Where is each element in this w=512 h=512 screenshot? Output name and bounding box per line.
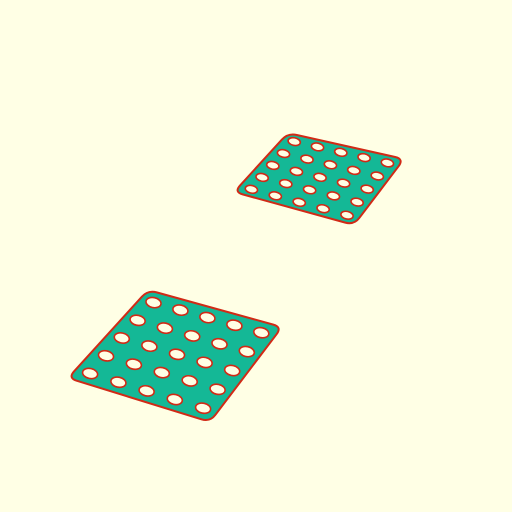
plate-hole <box>370 171 385 181</box>
plate-hole <box>110 376 127 389</box>
plate-hole <box>199 311 216 324</box>
plate-hole <box>276 148 291 159</box>
plate-hole <box>81 367 99 380</box>
plate-lower-left[interactable] <box>70 290 280 422</box>
plate-hole <box>360 184 375 194</box>
plate-hole <box>145 296 162 309</box>
plate-hole <box>336 178 351 188</box>
plate-hole <box>168 348 186 361</box>
plate-hole <box>268 191 283 201</box>
plate-hole <box>323 160 338 170</box>
plate-hole <box>300 154 314 164</box>
plate-hole <box>333 147 348 158</box>
plate-hole <box>316 203 331 214</box>
plate-hole <box>129 314 146 327</box>
plate-hole <box>156 322 174 335</box>
plate-hole <box>289 166 304 177</box>
plate-hole <box>310 142 325 152</box>
plate-hole <box>350 197 365 207</box>
plate-hole <box>357 152 372 163</box>
plate-hole <box>172 304 189 317</box>
plate-hole <box>181 374 199 387</box>
plate-hole <box>292 197 307 208</box>
plate-hole <box>113 332 131 344</box>
plate-hole <box>209 383 226 396</box>
plate-hole <box>223 364 241 377</box>
plate-hole <box>238 345 256 358</box>
plate-hole <box>287 136 302 147</box>
plate-hole <box>194 402 212 415</box>
plate-hole <box>183 329 201 342</box>
plate-hole <box>380 158 395 168</box>
plate-hole <box>326 191 341 201</box>
plate-hole <box>153 366 171 379</box>
plate-hole <box>340 210 354 220</box>
plate-hole <box>346 165 361 176</box>
plate-hole <box>313 172 327 183</box>
plate-hole <box>138 384 155 397</box>
plate-hole <box>265 160 280 171</box>
plate-hole <box>97 349 115 362</box>
plate-hole <box>141 340 158 353</box>
plate-hole <box>211 337 228 350</box>
plate-hole <box>244 184 259 195</box>
plate-hole <box>278 178 293 189</box>
plate-hole <box>196 356 213 369</box>
plate-hole <box>252 326 270 339</box>
plate-hole <box>255 172 270 183</box>
plate-upper-right[interactable] <box>236 133 402 225</box>
plate-hole <box>166 393 184 406</box>
plate-hole <box>226 319 243 332</box>
plate-hole <box>302 185 317 195</box>
plate-hole <box>125 358 143 371</box>
